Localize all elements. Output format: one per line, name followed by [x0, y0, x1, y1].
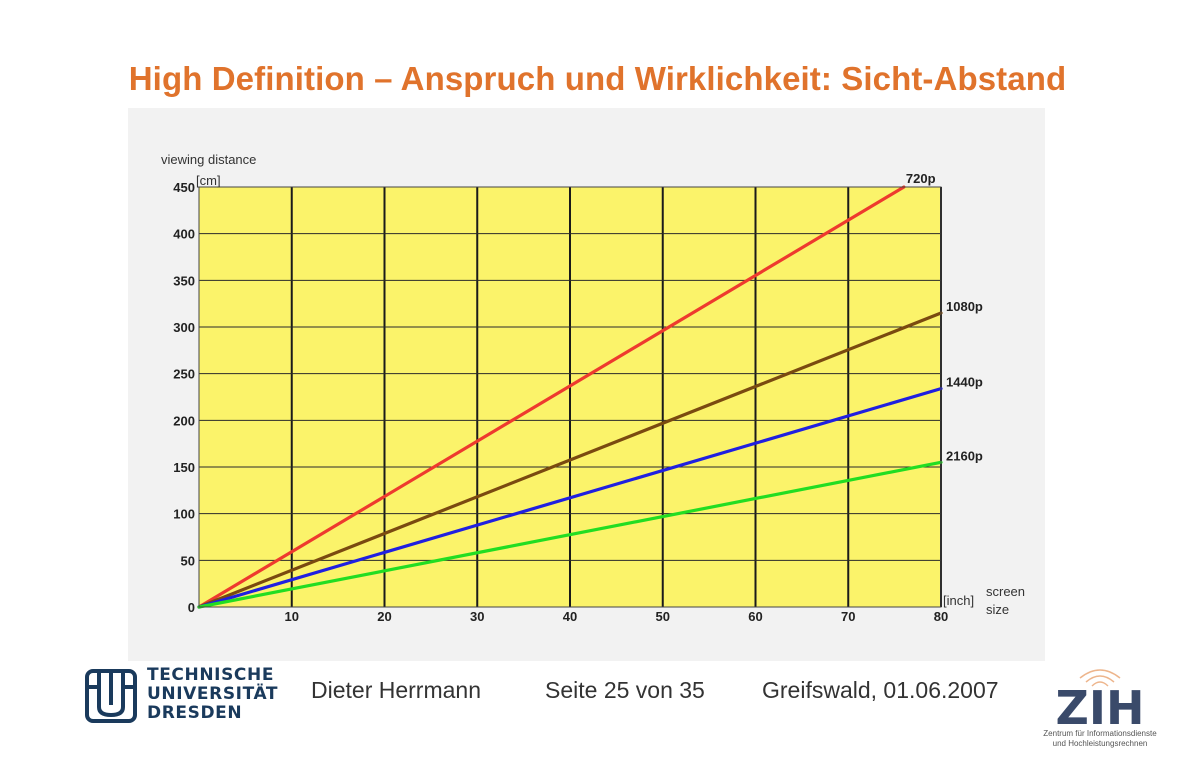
x-tick-label: 50: [656, 609, 670, 624]
chart-panel: 0 50 100 150 200 250 300 350 400 450 10 20 30 40 50 60…: [128, 108, 1045, 661]
footer-author: Dieter Herrmann: [311, 677, 481, 703]
y-tick-label: 200: [173, 413, 195, 428]
series-label-1440p: 1440p: [946, 375, 983, 390]
viewing-distance-chart: 0 50 100 150 200 250 300 350 400 450 10 20 30 40 50 60…: [161, 152, 1025, 624]
tud-line-1: TECHNISCHE: [147, 665, 275, 685]
series-line-1440p: [197, 387, 943, 609]
tud-line-3: DRESDEN: [147, 703, 243, 723]
y-axis-unit: [cm]: [196, 173, 221, 188]
series-line-1080p: [197, 311, 943, 609]
footer-place-date: Greifswald, 01.06.2007: [762, 677, 999, 703]
x-tick-label: 40: [563, 609, 577, 624]
zih-subtitle: Zentrum für Informationsdienste und Hoch…: [1024, 729, 1176, 749]
y-tick-label: 450: [173, 180, 195, 195]
x-tick-label: 10: [285, 609, 299, 624]
zih-acronym: ZIH: [1056, 681, 1145, 732]
zih-sub-line-2: und Hochleistungsrechnen: [1052, 739, 1148, 748]
x-tick-label: 20: [377, 609, 391, 624]
x-axis-label-screen: screen: [986, 584, 1025, 599]
plot-frame: [198, 186, 942, 608]
x-tick-label: 80: [934, 609, 948, 624]
y-tick-label: 350: [173, 273, 195, 288]
y-tick-label: 100: [173, 507, 195, 522]
series-line-720p: [197, 185, 906, 609]
y-tick-labels: 0 50 100 150 200 250 300 350 400 450: [173, 180, 195, 615]
x-tick-labels: 10 20 30 40 50 60 70 80: [285, 609, 949, 624]
series-label-2160p: 2160p: [946, 448, 983, 463]
series-label-1080p: 1080p: [946, 299, 983, 314]
tud-line-2: UNIVERSITÄT: [147, 684, 279, 704]
x-tick-label: 30: [470, 609, 484, 624]
x-tick-label: 60: [748, 609, 762, 624]
series-line-2160p: [197, 460, 943, 609]
series-label-720p: 720p: [906, 171, 936, 186]
series-lines: [197, 185, 943, 609]
zih-logo-icon: ZIH: [1056, 669, 1145, 732]
y-tick-label: 0: [188, 600, 195, 615]
footer-page-number: Seite 25 von 35: [545, 677, 705, 703]
y-tick-label: 400: [173, 227, 195, 242]
y-tick-label: 300: [173, 320, 195, 335]
y-tick-label: 50: [181, 553, 195, 568]
tu-dresden-emblem-icon: [85, 669, 137, 723]
tu-dresden-wordmark: TECHNISCHE UNIVERSITÄT DRESDEN: [147, 666, 278, 723]
slide-title: High Definition – Anspruch und Wirklichk…: [128, 60, 1067, 97]
x-axis-unit: [inch]: [943, 593, 974, 608]
y-tick-label: 250: [173, 367, 195, 382]
x-tick-label: 70: [841, 609, 855, 624]
zih-sub-line-1: Zentrum für Informationsdienste: [1043, 729, 1157, 738]
y-tick-label: 150: [173, 460, 195, 475]
series-labels: 720p 1080p 1440p 2160p: [906, 171, 983, 463]
y-axis-label: viewing distance: [161, 152, 256, 167]
x-axis-label-size: size: [986, 602, 1009, 617]
